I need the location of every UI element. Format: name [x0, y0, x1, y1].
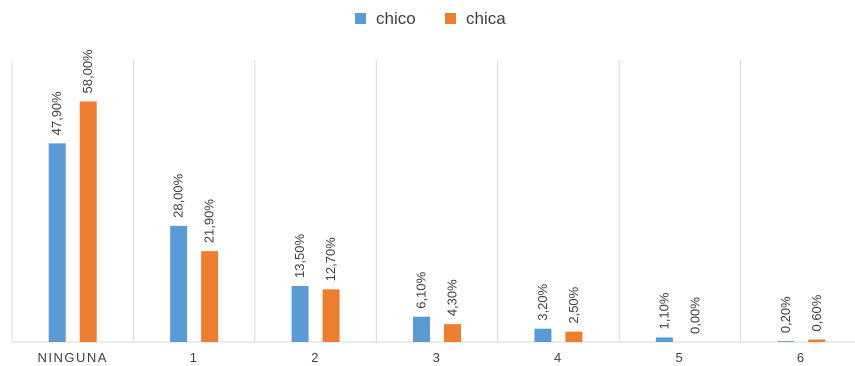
- data-label-chico-5: 1,10%: [656, 292, 671, 329]
- data-label-chica-6: 0,60%: [809, 294, 824, 331]
- bar-chico-3: [413, 316, 430, 342]
- data-labels: 47,90% 58,00% 28,00% 21,90% 13,50% 12,70% 6,10…: [49, 49, 824, 334]
- data-label-chica-1: 21,90%: [202, 199, 217, 244]
- legend-swatch-chico: [355, 13, 366, 24]
- data-label-chico-1: 28,00%: [171, 173, 186, 218]
- bar-chica-1: [201, 251, 219, 342]
- bar-chico-1: [170, 225, 188, 342]
- data-label-chico-0: 47,90%: [49, 91, 64, 136]
- bar-chica-0: [79, 101, 97, 343]
- x-tick-label-6: 6: [797, 350, 806, 365]
- gridlines: [11, 60, 855, 343]
- data-label-chica-5: 0,00%: [687, 297, 702, 334]
- data-label-chico-6: 0,20%: [778, 296, 793, 333]
- bar-chico-0: [48, 143, 66, 342]
- bar-chica-3: [444, 324, 461, 342]
- x-tick-label-1: 1: [190, 350, 199, 365]
- data-label-chica-0: 58,00%: [80, 49, 95, 94]
- legend: chico chica: [355, 9, 506, 28]
- x-tick-label-0: NINGUNA: [37, 350, 107, 365]
- bar-chica-6: [808, 339, 826, 342]
- x-tick-label-5: 5: [675, 350, 684, 365]
- bars: [48, 101, 826, 343]
- bar-chico-4: [534, 328, 552, 342]
- data-label-chica-2: 12,70%: [323, 237, 338, 282]
- bar-chico-6: [777, 341, 795, 342]
- data-label-chica-3: 4,30%: [445, 279, 460, 316]
- legend-label-chica: chica: [466, 9, 506, 28]
- data-label-chico-3: 6,10%: [414, 271, 429, 308]
- x-axis-ticks: NINGUNA 1 2 3 4 5 6: [37, 350, 806, 365]
- legend-label-chico: chico: [376, 9, 416, 28]
- data-label-chica-4: 2,50%: [566, 286, 581, 323]
- bar-chica-2: [322, 289, 340, 342]
- bar-chica-4: [565, 331, 583, 342]
- bar-chico-2: [291, 286, 309, 342]
- bar-chico-5: [655, 337, 673, 342]
- data-label-chico-2: 13,50%: [292, 233, 307, 278]
- x-tick-label-4: 4: [554, 350, 563, 365]
- x-tick-label-3: 3: [433, 350, 442, 365]
- legend-swatch-chica: [445, 13, 456, 24]
- data-label-chico-4: 3,20%: [535, 283, 550, 320]
- x-tick-label-2: 2: [311, 350, 320, 365]
